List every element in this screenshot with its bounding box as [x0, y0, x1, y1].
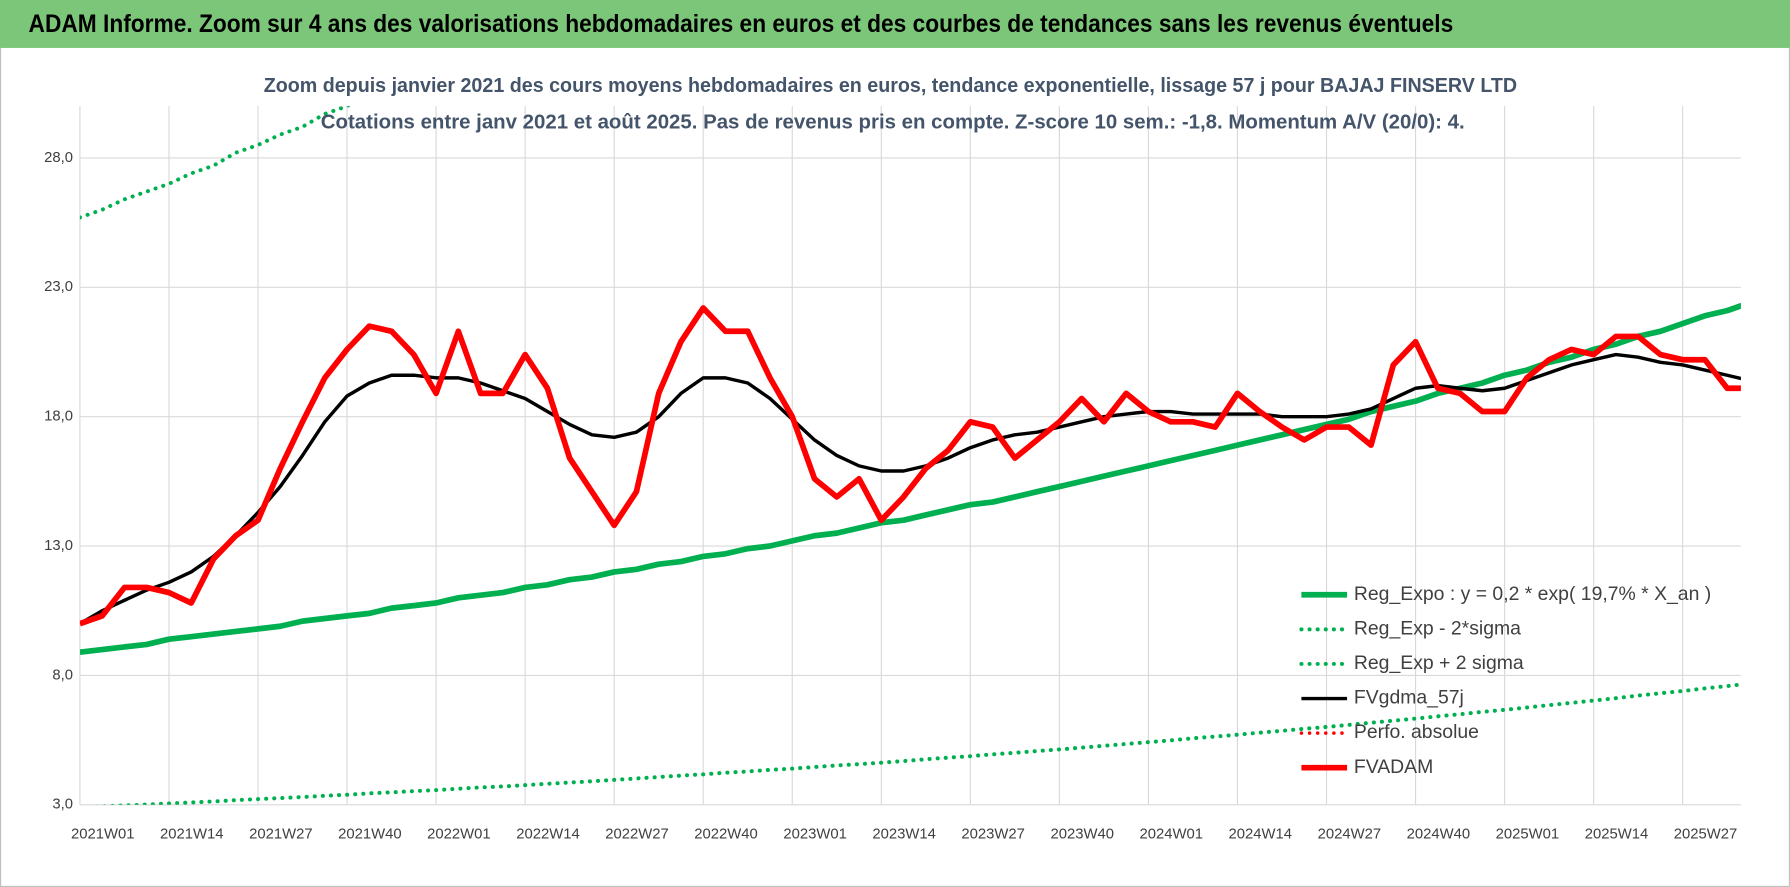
x-tick-label: 2024W01	[1140, 826, 1203, 842]
series-line	[79, 352, 1741, 626]
series-line	[79, 302, 1741, 656]
x-tick-label: 2022W01	[427, 826, 490, 842]
legend-label: Reg_Expo : y = 0,2 * exp( 19,7% * X_an )	[1354, 583, 1711, 605]
legend-label: Perfo. absolue	[1354, 721, 1479, 743]
x-tick-label: 2024W14	[1229, 826, 1292, 842]
y-tick-label: 23,0	[44, 279, 73, 295]
x-tick-label: 2022W40	[694, 826, 757, 842]
legend-label: FVADAM	[1354, 756, 1433, 778]
series-line	[93, 682, 1741, 805]
header-bar	[0, 0, 1790, 48]
x-tick-label: 2022W27	[605, 826, 668, 842]
header-title: ADAM Informe. Zoom sur 4 ans des valoris…	[29, 10, 1454, 38]
y-tick-label: 18,0	[44, 409, 73, 425]
x-tick-label: 2023W40	[1050, 826, 1113, 842]
x-tick-label: 2023W14	[872, 826, 935, 842]
x-tick-label: 2021W27	[249, 826, 312, 842]
x-tick-label: 2021W14	[160, 826, 223, 842]
legend-label: FVgdma_57j	[1354, 687, 1464, 709]
y-tick-label: 8,0	[52, 667, 73, 683]
x-tick-label: 2021W01	[71, 826, 134, 842]
x-tick-label: 2025W01	[1496, 826, 1559, 842]
x-tick-label: 2024W40	[1407, 826, 1470, 842]
series-line	[79, 305, 1741, 627]
x-tick-label: 2024W27	[1318, 826, 1381, 842]
chart-title: Zoom depuis janvier 2021 des cours moyen…	[264, 74, 1517, 97]
y-tick-label: 13,0	[44, 538, 73, 554]
x-tick-label: 2025W14	[1585, 826, 1648, 842]
x-tick-label: 2025W27	[1674, 826, 1737, 842]
x-tick-label: 2021W40	[338, 826, 401, 842]
legend-label: Reg_Exp + 2 sigma	[1354, 652, 1524, 674]
legend-label: Reg_Exp - 2*sigma	[1354, 617, 1521, 639]
y-tick-label: 3,0	[52, 797, 73, 813]
series-group	[79, 106, 1741, 805]
plot-area: 3,0 8,0 13,0 18,0 23,0 28,0 2021W01 2021W14 2021…	[44, 106, 1741, 842]
y-tick-label: 28,0	[44, 150, 73, 166]
chart-subtitle: Cotations entre janv 2021 et août 2025. …	[321, 111, 1465, 134]
x-tick-label: 2023W27	[961, 826, 1024, 842]
x-tick-label: 2022W14	[516, 826, 579, 842]
x-tick-label: 2023W01	[783, 826, 846, 842]
